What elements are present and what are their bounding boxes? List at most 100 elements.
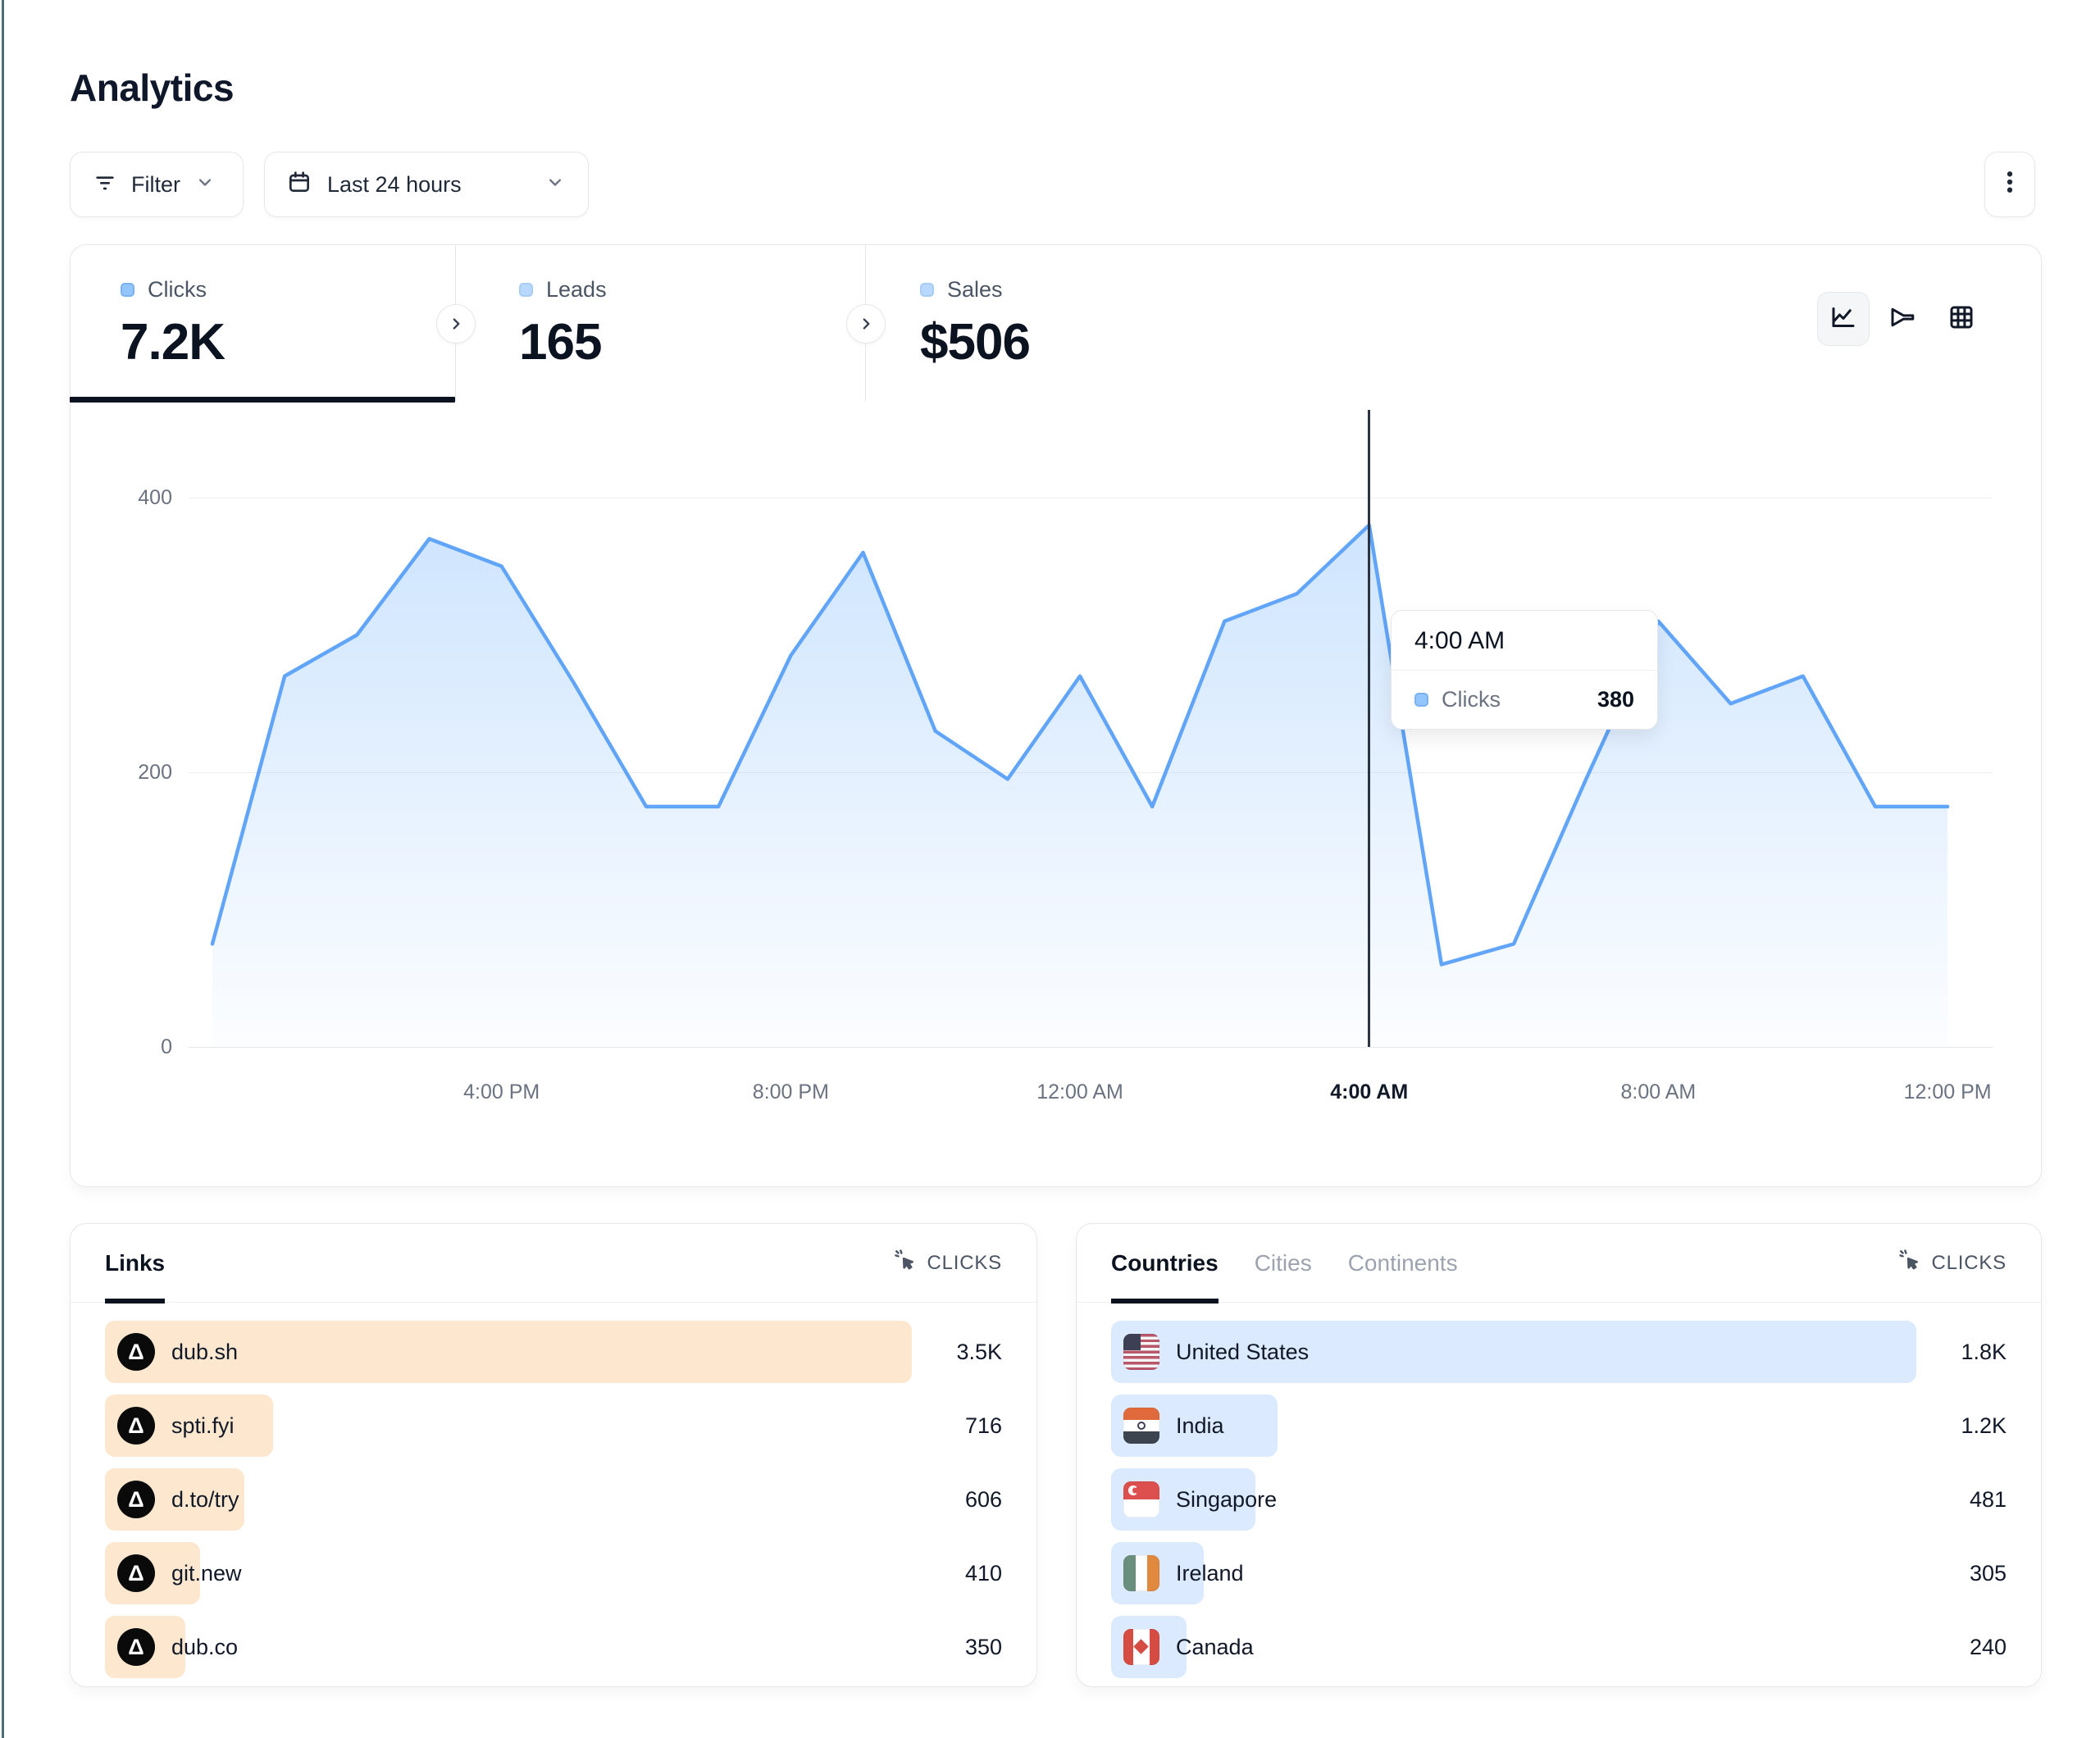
list-item-label: Canada xyxy=(1176,1634,1254,1659)
tab-sales[interactable]: Sales $506 xyxy=(865,244,1275,402)
more-options-button[interactable] xyxy=(1984,152,2035,217)
countries-metric-label: CLICKS xyxy=(1931,1251,2007,1274)
list-item[interactable]: India 1.2K xyxy=(1111,1394,2007,1457)
clicks-series-swatch-icon xyxy=(121,283,134,297)
dub-logo-icon: Δ xyxy=(117,1628,155,1666)
flag-ca-icon xyxy=(1123,1629,1159,1665)
flag-in-icon xyxy=(1123,1408,1159,1444)
funnel-icon xyxy=(1888,303,1917,336)
tab-links[interactable]: Links xyxy=(105,1224,166,1304)
list-item-label: India xyxy=(1176,1413,1224,1438)
dub-logo-icon: Δ xyxy=(117,1554,155,1592)
date-range-label: Last 24 hours xyxy=(327,171,462,197)
value-bar xyxy=(1111,1321,1916,1383)
tab-countries[interactable]: Countries xyxy=(1111,1224,1219,1304)
links-metric-label: CLICKS xyxy=(927,1251,1002,1274)
list-item[interactable]: Canada 240 xyxy=(1111,1616,2007,1678)
x-axis-tick: 4:00 PM xyxy=(463,1081,540,1103)
y-axis-tick: 400 xyxy=(138,486,172,509)
clicks-area-chart[interactable] xyxy=(70,402,2042,1187)
flag-us-icon xyxy=(1123,1334,1159,1370)
dub-logo-icon: Δ xyxy=(117,1333,155,1371)
table-grid-icon xyxy=(1947,303,1976,336)
chart-hover-crosshair xyxy=(1368,410,1371,1047)
kebab-menu-icon xyxy=(1998,168,2022,202)
dub-logo-icon: Δ xyxy=(117,1407,155,1445)
tab-sales-label: Sales xyxy=(947,277,1003,302)
list-item-label: Ireland xyxy=(1176,1560,1244,1586)
page-title: Analytics xyxy=(70,66,235,109)
chart-tooltip: 4:00 AM Clicks 380 xyxy=(1391,610,1658,730)
list-item-value: 410 xyxy=(964,1560,1002,1586)
expand-clicks-chevron-button[interactable] xyxy=(436,304,476,344)
list-item-label: git.new xyxy=(171,1560,242,1586)
funnel-view-button[interactable] xyxy=(1876,292,1929,346)
leads-series-swatch-icon xyxy=(519,283,533,297)
tab-cities-label: Cities xyxy=(1254,1249,1312,1276)
tooltip-series-swatch-icon xyxy=(1414,693,1428,707)
list-item-value: 716 xyxy=(964,1413,1002,1438)
flag-sg-icon xyxy=(1123,1481,1159,1517)
x-axis-tick: 8:00 AM xyxy=(1620,1081,1697,1103)
countries-metric-selector[interactable]: CLICKS xyxy=(1897,1248,2007,1278)
list-item-label: dub.co xyxy=(171,1634,239,1659)
tooltip-value: 380 xyxy=(1597,687,1634,712)
y-axis-tick: 200 xyxy=(138,761,172,784)
x-axis-tick: 12:00 PM xyxy=(1903,1081,1992,1103)
tab-continents[interactable]: Continents xyxy=(1348,1224,1458,1303)
chevron-down-icon xyxy=(544,171,567,199)
list-item[interactable]: Singapore 481 xyxy=(1111,1468,2007,1531)
list-item[interactable]: Ireland 305 xyxy=(1111,1542,2007,1604)
chart-area-fill xyxy=(212,525,1948,1047)
x-axis-line xyxy=(189,1047,1993,1048)
tab-cities[interactable]: Cities xyxy=(1255,1224,1312,1303)
tab-countries-label: Countries xyxy=(1111,1249,1219,1276)
cursor-click-icon xyxy=(893,1248,918,1278)
list-item-label: d.to/try xyxy=(171,1486,239,1512)
tooltip-series-label: Clicks xyxy=(1442,687,1501,712)
flag-ie-icon xyxy=(1123,1555,1159,1591)
line-chart-icon xyxy=(1829,303,1858,336)
chart-line xyxy=(210,523,1950,967)
x-axis-tick: 4:00 AM xyxy=(1330,1081,1409,1103)
cursor-click-icon xyxy=(1897,1248,1922,1278)
tab-clicks-label: Clicks xyxy=(148,277,207,302)
list-item[interactable]: United States 1.8K xyxy=(1111,1321,2007,1383)
list-item-label: dub.sh xyxy=(171,1339,239,1364)
list-item-label: Singapore xyxy=(1176,1486,1278,1512)
tab-clicks-value: 7.2K xyxy=(121,314,225,371)
tab-leads[interactable]: Leads 165 xyxy=(455,244,865,402)
dub-logo-icon: Δ xyxy=(117,1481,155,1518)
active-tab-underline xyxy=(70,397,455,403)
links-metric-selector[interactable]: CLICKS xyxy=(893,1248,1003,1278)
list-item-value: 350 xyxy=(964,1634,1002,1659)
calendar-icon xyxy=(286,169,312,201)
window-left-edge xyxy=(2,0,4,1738)
list-item-value: 3.5K xyxy=(956,1339,1002,1364)
date-range-button[interactable]: Last 24 hours xyxy=(264,152,589,217)
line-chart-view-button[interactable] xyxy=(1817,292,1870,346)
tab-continents-label: Continents xyxy=(1347,1249,1458,1276)
tab-leads-value: 165 xyxy=(519,314,602,371)
table-view-button[interactable] xyxy=(1935,292,1988,346)
tab-leads-label: Leads xyxy=(546,277,607,302)
y-axis-tick: 0 xyxy=(161,1035,172,1058)
tooltip-divider xyxy=(1392,670,1657,671)
value-bar xyxy=(105,1321,912,1383)
tab-links-label: Links xyxy=(105,1249,166,1276)
filter-button[interactable]: Filter xyxy=(70,152,244,217)
tab-clicks[interactable]: Clicks 7.2K xyxy=(70,244,455,402)
x-axis-tick: 8:00 PM xyxy=(752,1081,829,1103)
list-item-value: 606 xyxy=(964,1486,1002,1512)
list-item-value: 481 xyxy=(1969,1486,2007,1512)
list-item-label: spti.fyi xyxy=(171,1413,235,1438)
tab-sales-value: $506 xyxy=(920,314,1031,371)
expand-leads-chevron-button[interactable] xyxy=(846,304,886,344)
countries-panel: Countries Cities Continents CLICKS Unite… xyxy=(1076,1223,2042,1687)
